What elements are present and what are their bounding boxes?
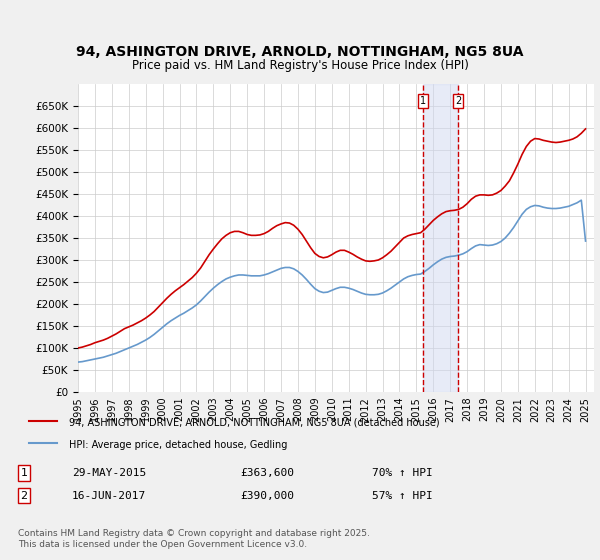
Text: 70% ↑ HPI: 70% ↑ HPI xyxy=(372,468,433,478)
Text: £390,000: £390,000 xyxy=(240,491,294,501)
Bar xyxy=(423,84,458,392)
Text: HPI: Average price, detached house, Gedling: HPI: Average price, detached house, Gedl… xyxy=(69,440,287,450)
Text: Contains HM Land Registry data © Crown copyright and database right 2025.
This d: Contains HM Land Registry data © Crown c… xyxy=(18,529,370,549)
Text: £363,600: £363,600 xyxy=(240,468,294,478)
Text: 29-MAY-2015: 29-MAY-2015 xyxy=(72,468,146,478)
Text: 16-JUN-2017: 16-JUN-2017 xyxy=(72,491,146,501)
Text: 1: 1 xyxy=(20,468,28,478)
Text: 94, ASHINGTON DRIVE, ARNOLD, NOTTINGHAM, NG5 8UA: 94, ASHINGTON DRIVE, ARNOLD, NOTTINGHAM,… xyxy=(76,45,524,59)
Text: 2: 2 xyxy=(20,491,28,501)
Text: 94, ASHINGTON DRIVE, ARNOLD, NOTTINGHAM, NG5 8UA (detached house): 94, ASHINGTON DRIVE, ARNOLD, NOTTINGHAM,… xyxy=(69,417,439,427)
Text: 1: 1 xyxy=(420,96,427,106)
Text: 57% ↑ HPI: 57% ↑ HPI xyxy=(372,491,433,501)
Text: 2: 2 xyxy=(455,96,461,106)
Text: Price paid vs. HM Land Registry's House Price Index (HPI): Price paid vs. HM Land Registry's House … xyxy=(131,59,469,72)
